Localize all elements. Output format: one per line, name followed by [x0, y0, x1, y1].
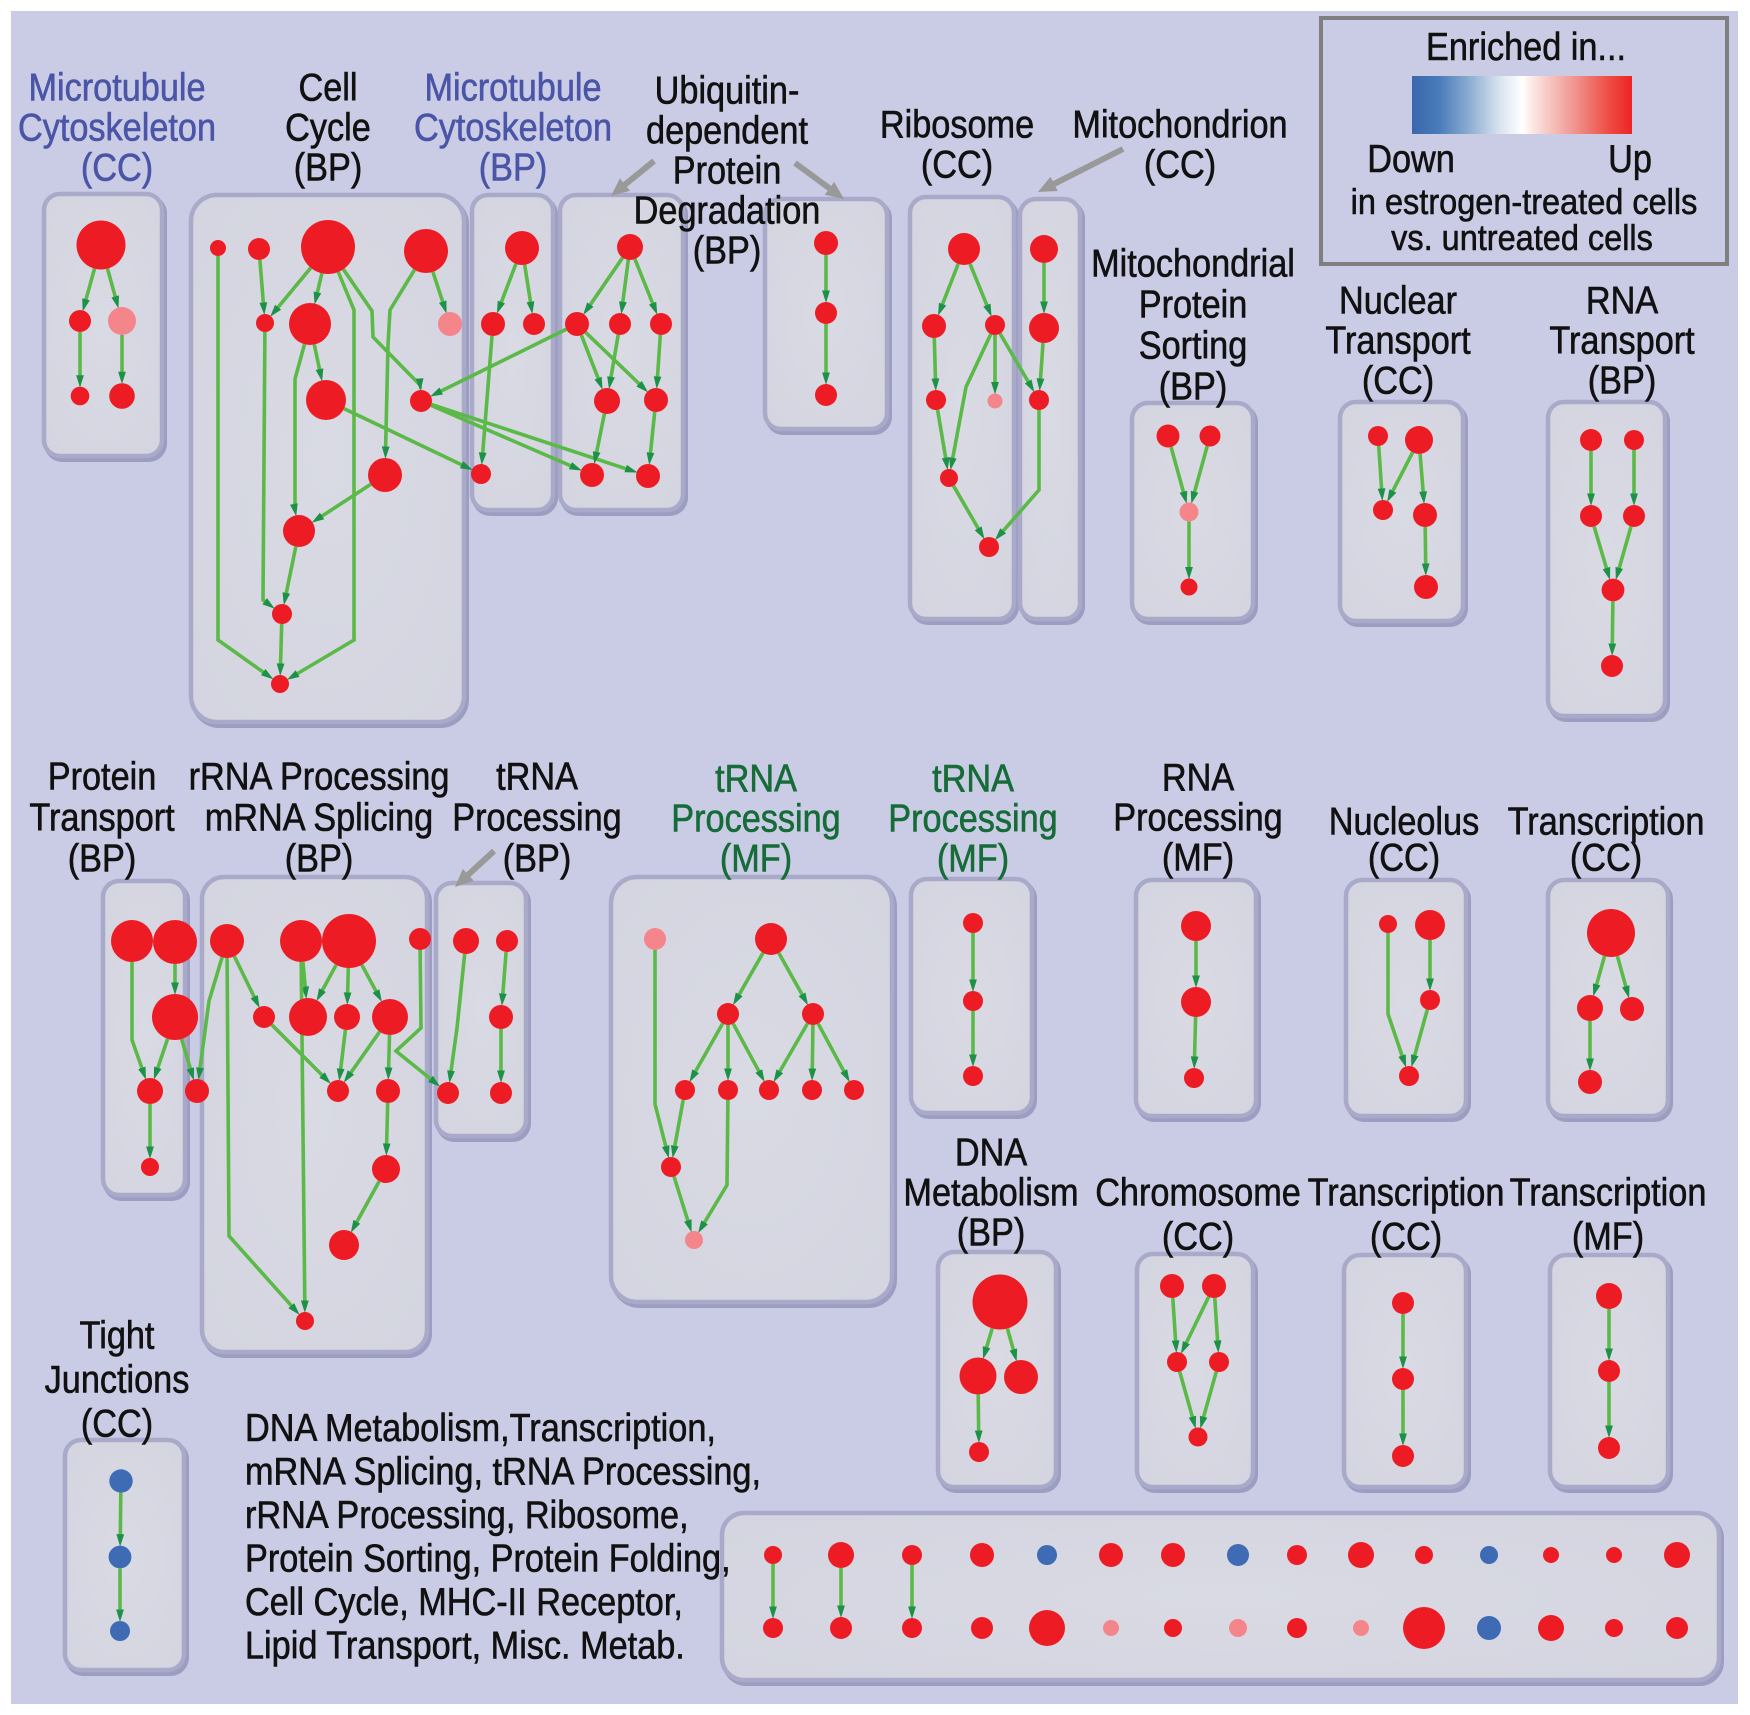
- svg-text:Chromosome: Chromosome: [1095, 1171, 1301, 1214]
- svg-text:(BP): (BP): [285, 837, 354, 880]
- svg-text:in estrogen-treated cells: in estrogen-treated cells: [1351, 182, 1698, 222]
- svg-text:Tight: Tight: [80, 1314, 155, 1357]
- svg-text:Microtubule: Microtubule: [424, 66, 601, 109]
- svg-text:dependent: dependent: [646, 109, 808, 152]
- svg-text:Ribosome: Ribosome: [880, 103, 1034, 146]
- svg-text:Protein Sorting, Protein Foldi: Protein Sorting, Protein Folding,: [245, 1537, 731, 1580]
- svg-text:tRNA: tRNA: [496, 755, 579, 798]
- svg-text:Enriched in...: Enriched in...: [1426, 25, 1626, 68]
- svg-text:rRNA Processing: rRNA Processing: [189, 755, 450, 798]
- svg-text:Microtubule: Microtubule: [28, 66, 205, 109]
- svg-text:(MF): (MF): [720, 837, 792, 880]
- svg-text:Lipid Transport, Misc. Metab.: Lipid Transport, Misc. Metab.: [245, 1624, 685, 1667]
- svg-text:(BP): (BP): [68, 837, 137, 880]
- svg-text:(BP): (BP): [693, 229, 762, 272]
- svg-text:(BP): (BP): [503, 837, 572, 880]
- svg-text:Nucleolus: Nucleolus: [1329, 800, 1479, 843]
- svg-text:(CC): (CC): [81, 1402, 153, 1445]
- svg-text:Cell: Cell: [298, 66, 357, 109]
- svg-text:Nuclear: Nuclear: [1339, 279, 1457, 322]
- svg-text:mRNA Splicing, tRNA Processing: mRNA Splicing, tRNA Processing,: [245, 1450, 761, 1493]
- svg-text:Transport: Transport: [1325, 319, 1470, 362]
- svg-text:Protein: Protein: [673, 149, 782, 192]
- svg-text:(CC): (CC): [1144, 143, 1216, 186]
- svg-text:Transcription: Transcription: [1308, 1171, 1505, 1214]
- svg-text:(BP): (BP): [957, 1211, 1026, 1254]
- svg-text:Metabolism: Metabolism: [903, 1171, 1078, 1214]
- svg-text:mRNA Splicing: mRNA Splicing: [205, 796, 433, 839]
- svg-text:Processing: Processing: [1113, 796, 1282, 839]
- svg-text:DNA: DNA: [955, 1131, 1028, 1174]
- svg-text:rRNA Processing, Ribosome,: rRNA Processing, Ribosome,: [245, 1493, 689, 1536]
- svg-text:(CC): (CC): [921, 143, 993, 186]
- svg-text:(BP): (BP): [479, 146, 548, 189]
- svg-text:(CC): (CC): [1368, 836, 1440, 879]
- svg-text:DNA Metabolism,Transcription,: DNA Metabolism,Transcription,: [245, 1406, 716, 1449]
- svg-text:Junctions: Junctions: [45, 1358, 190, 1401]
- svg-text:(CC): (CC): [81, 146, 153, 189]
- svg-text:Processing: Processing: [452, 796, 621, 839]
- svg-text:RNA: RNA: [1162, 756, 1235, 799]
- svg-text:(MF): (MF): [937, 837, 1009, 880]
- svg-text:Cycle: Cycle: [285, 106, 371, 149]
- svg-text:Processing: Processing: [671, 797, 840, 840]
- svg-text:Cell Cycle, MHC-II Receptor,: Cell Cycle, MHC-II Receptor,: [245, 1580, 683, 1623]
- svg-text:Degradation: Degradation: [634, 189, 821, 232]
- svg-text:Cytoskeleton: Cytoskeleton: [18, 106, 216, 149]
- svg-text:Protein: Protein: [1139, 283, 1248, 326]
- svg-text:Up: Up: [1608, 137, 1652, 180]
- svg-text:vs. untreated cells: vs. untreated cells: [1391, 218, 1653, 258]
- svg-text:(CC): (CC): [1370, 1215, 1442, 1258]
- svg-text:Protein: Protein: [48, 755, 157, 798]
- svg-text:Mitochondrial: Mitochondrial: [1091, 242, 1295, 285]
- svg-text:Processing: Processing: [888, 797, 1057, 840]
- svg-text:(BP): (BP): [294, 146, 363, 189]
- svg-text:RNA: RNA: [1586, 279, 1659, 322]
- svg-text:(BP): (BP): [1159, 365, 1228, 408]
- svg-text:Transport: Transport: [1549, 319, 1694, 362]
- svg-text:(CC): (CC): [1162, 1215, 1234, 1258]
- svg-text:(MF): (MF): [1162, 836, 1234, 879]
- svg-text:(CC): (CC): [1570, 836, 1642, 879]
- svg-text:Ubiquitin-: Ubiquitin-: [655, 69, 800, 112]
- svg-text:tRNA: tRNA: [715, 757, 798, 800]
- svg-text:Transcription: Transcription: [1510, 1171, 1707, 1214]
- svg-text:Mitochondrion: Mitochondrion: [1072, 103, 1287, 146]
- svg-text:Sorting: Sorting: [1139, 324, 1248, 367]
- svg-text:Down: Down: [1367, 137, 1455, 180]
- svg-text:(CC): (CC): [1362, 359, 1434, 402]
- svg-text:(BP): (BP): [1588, 359, 1657, 402]
- svg-text:(MF): (MF): [1572, 1215, 1644, 1258]
- svg-text:Cytoskeleton: Cytoskeleton: [414, 106, 612, 149]
- svg-text:tRNA: tRNA: [932, 757, 1015, 800]
- svg-text:Transcription: Transcription: [1508, 800, 1705, 843]
- svg-text:Transport: Transport: [29, 796, 174, 839]
